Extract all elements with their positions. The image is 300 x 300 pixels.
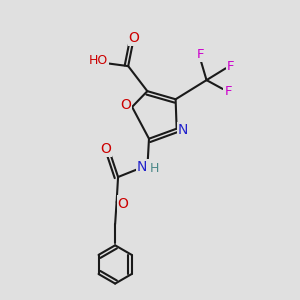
Text: F: F <box>227 60 235 74</box>
Text: O: O <box>118 196 128 211</box>
Text: H: H <box>149 162 159 175</box>
Text: O: O <box>129 31 140 45</box>
Text: O: O <box>100 142 111 156</box>
Text: N: N <box>178 123 188 137</box>
Text: F: F <box>197 48 204 61</box>
Text: N: N <box>137 160 147 174</box>
Text: HO: HO <box>89 54 108 67</box>
Text: O: O <box>120 98 131 112</box>
Text: F: F <box>224 85 232 98</box>
